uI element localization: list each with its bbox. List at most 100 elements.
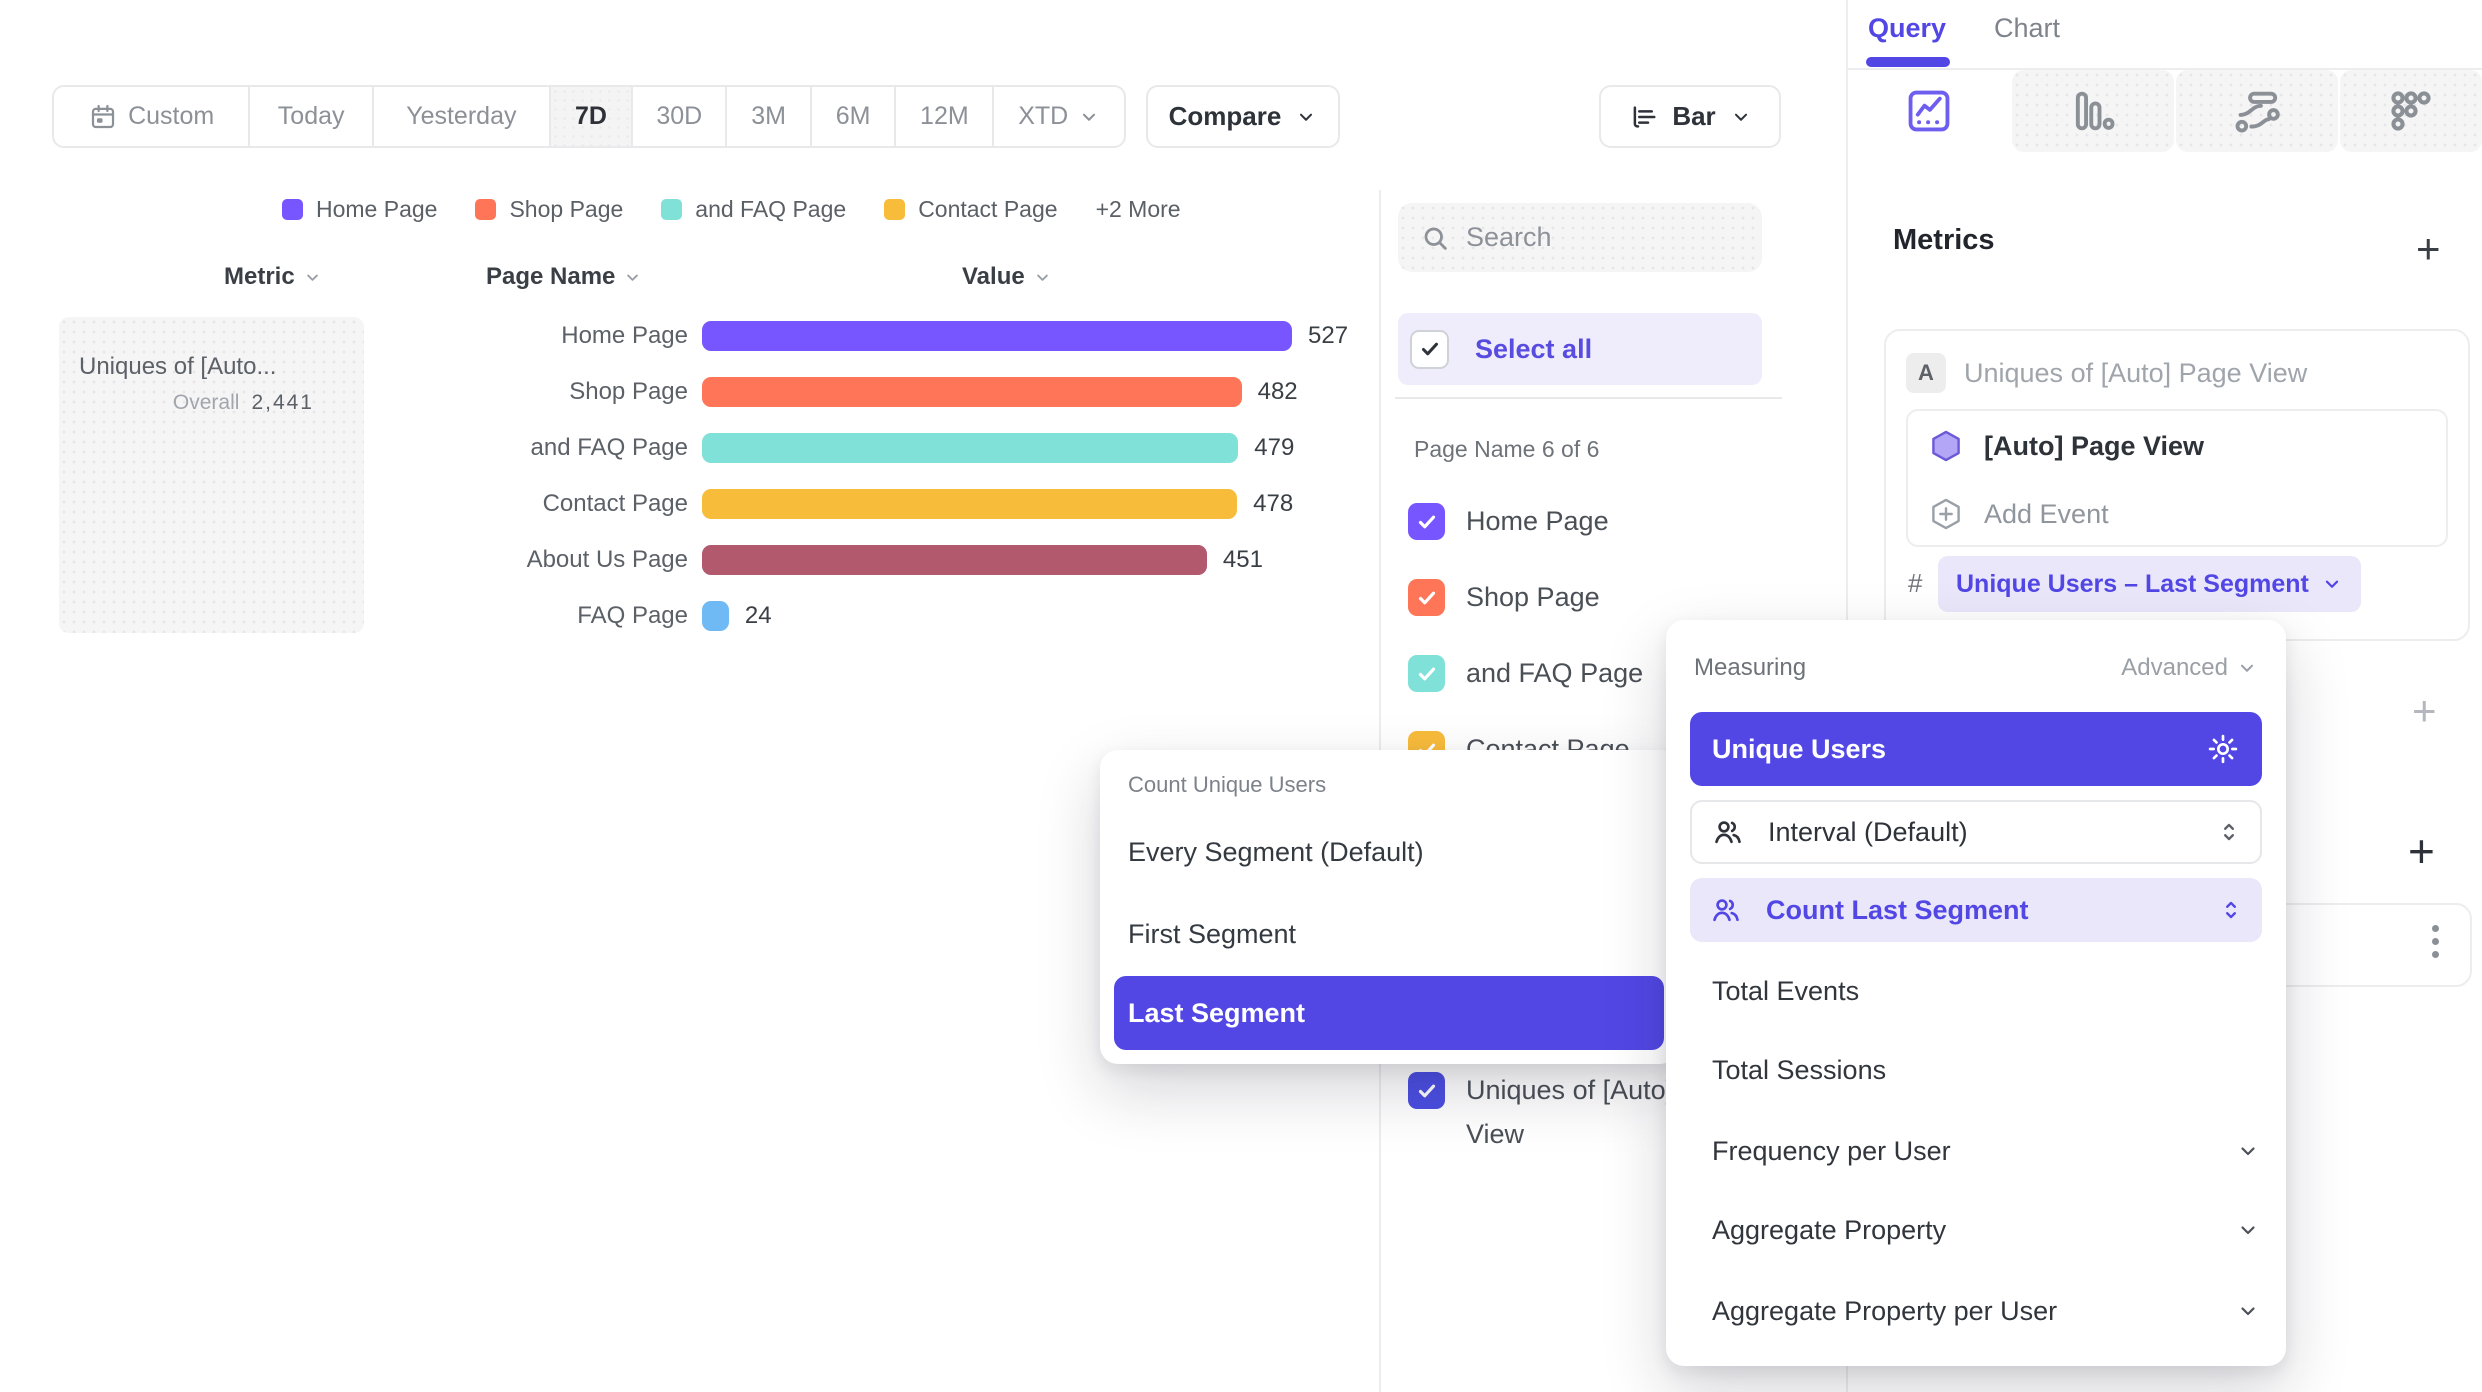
report-tab-flows[interactable] (2176, 70, 2338, 152)
measure-option-unique-users-selected[interactable]: Unique Users (1690, 712, 2262, 786)
menu-title: Count Unique Users (1128, 772, 1327, 797)
filter-item-home-page[interactable]: Home Page (1408, 503, 1609, 540)
select-all-label: Select all (1475, 333, 1593, 364)
report-tab-insights-active[interactable] (1848, 70, 2010, 152)
column-header-value[interactable]: Value (962, 263, 1052, 291)
advanced-toggle[interactable]: Advanced (2121, 654, 2258, 682)
select-all-checkbox[interactable] (1410, 329, 1449, 369)
legend-swatch (282, 199, 303, 220)
check-icon (1418, 515, 1435, 528)
metrics-section-title: Metrics (1893, 224, 1995, 256)
report-tab-retention[interactable] (2340, 70, 2482, 152)
bar-track: 527 (702, 321, 1362, 351)
measure-pill-button[interactable]: Unique Users – Last Segment (1938, 556, 2361, 612)
measure-option-aggregate-property-per-user[interactable]: Aggregate Property per User (1712, 1296, 2058, 1326)
date-range-6m[interactable]: 6M (809, 87, 894, 146)
bar-value: 527 (1308, 322, 1349, 349)
measuring-menu: Measuring Advanced Unique Users Interval… (1666, 620, 2286, 1366)
filter-item-shop-page[interactable]: Shop Page (1408, 579, 1600, 616)
bar-row-label: Contact Page (542, 490, 688, 517)
interval-selector[interactable]: Interval (Default) (1690, 800, 2262, 864)
date-range-7d-selected[interactable]: 7D (548, 87, 632, 146)
active-tab-underline (1866, 57, 1950, 67)
add-breakdown-button[interactable]: + (2408, 825, 2435, 877)
bar[interactable] (702, 545, 1207, 575)
kebab-menu-icon[interactable] (2432, 925, 2439, 958)
add-event-row[interactable]: Add Event (1928, 496, 2109, 532)
chevron-down-icon[interactable] (2236, 1299, 2260, 1323)
filter-item-and-faq-page[interactable]: and FAQ Page (1408, 655, 1643, 692)
bar[interactable] (702, 377, 1242, 407)
measure-option-total-events[interactable]: Total Events (1712, 976, 1860, 1006)
date-range-yesterday[interactable]: Yesterday (372, 87, 549, 146)
legend-swatch (475, 199, 497, 220)
add-filter-button[interactable]: + (2412, 687, 2437, 734)
bar-row-label: About Us Page (526, 546, 688, 573)
date-range-3m[interactable]: 3M (725, 87, 809, 146)
calendar-icon (91, 104, 115, 128)
compare-button[interactable]: Compare (1146, 85, 1340, 148)
divider (1395, 397, 1782, 399)
tab-chart[interactable]: Chart (1994, 13, 2061, 43)
chevron-down-icon[interactable] (2236, 1139, 2260, 1163)
search-input[interactable]: Search (1398, 203, 1762, 272)
legend-more-button[interactable]: +2 More (1095, 196, 1181, 222)
checkbox-checked[interactable] (1408, 503, 1445, 540)
search-icon (1424, 227, 1447, 250)
legend-swatch (661, 199, 683, 220)
check-icon (1418, 1084, 1435, 1097)
up-down-selector-icon (2224, 823, 2234, 841)
legend-item[interactable]: Home Page (282, 196, 437, 223)
date-range-custom[interactable]: Custom (54, 87, 248, 146)
checkbox-checked[interactable] (1408, 579, 1445, 616)
tab-query[interactable]: Query (1868, 13, 1947, 43)
chevron-down-icon (2325, 580, 2339, 588)
date-range-xtd[interactable]: XTD (992, 87, 1124, 146)
search-placeholder: Search (1466, 222, 1552, 252)
chart-type-button[interactable]: Bar (1599, 85, 1781, 148)
event-row[interactable]: [Auto] Page View (1928, 428, 2204, 464)
date-range-today[interactable]: Today (248, 87, 372, 146)
column-header-page-name[interactable]: Page Name (486, 263, 642, 291)
count-unique-users-menu: Count Unique Users Every Segment (Defaul… (1100, 750, 1678, 1064)
bar-row-label: Home Page (561, 322, 688, 349)
date-range-30d[interactable]: 30D (631, 87, 725, 146)
chevron-down-icon[interactable] (2236, 1218, 2260, 1242)
bar[interactable] (702, 601, 729, 631)
menu-item-first-segment[interactable]: First Segment (1128, 919, 1297, 949)
up-down-selector-icon (2226, 901, 2236, 919)
measure-option-total-sessions[interactable]: Total Sessions (1712, 1055, 1887, 1085)
date-range-control: Custom Today Yesterday 7D 30D 3M 6M 12M … (52, 85, 1126, 148)
bar-value: 482 (1257, 378, 1298, 405)
legend-item[interactable]: Shop Page (475, 196, 623, 223)
menu-item-every-segment[interactable]: Every Segment (Default) (1128, 837, 1424, 867)
report-tab-funnels[interactable] (2012, 70, 2174, 152)
select-all-row[interactable]: Select all (1398, 313, 1762, 385)
date-range-12m[interactable]: 12M (894, 87, 992, 146)
metric-definition-title: Uniques of [Auto] Page View (1964, 358, 2308, 388)
event-card: [Auto] Page View Add Event (1906, 409, 2448, 547)
menu-item-last-segment-selected[interactable]: Last Segment (1114, 976, 1664, 1050)
bar-track: 24 (702, 601, 1362, 631)
bar[interactable] (702, 489, 1238, 519)
legend-item[interactable]: and FAQ Page (661, 196, 846, 223)
date-range-label: Custom (128, 102, 215, 130)
measure-option-frequency-per-user[interactable]: Frequency per User (1712, 1136, 1951, 1166)
chevron-down-icon (1734, 113, 1747, 121)
metric-summary-card[interactable]: Uniques of [Auto... Overall 2,441 (59, 317, 364, 633)
add-metric-button[interactable]: + (2416, 225, 2441, 272)
count-last-segment-selector[interactable]: Count Last Segment (1690, 878, 2262, 942)
checkbox-checked[interactable] (1408, 655, 1445, 692)
people-icon (1713, 899, 1739, 922)
legend-item[interactable]: Contact Page (884, 196, 1058, 223)
metric-overall: Overall 2,441 (172, 391, 314, 414)
checkbox-checked[interactable] (1408, 1072, 1445, 1109)
funnel-icon (2075, 91, 2115, 131)
chart-legend: Home Page Shop Page and FAQ Page Contact… (282, 196, 1181, 223)
divider (1848, 68, 2482, 70)
measure-option-aggregate-property[interactable]: Aggregate Property (1712, 1215, 1947, 1245)
bar[interactable] (702, 433, 1239, 463)
column-header-metric[interactable]: Metric (224, 263, 322, 291)
bar[interactable] (702, 321, 1292, 351)
